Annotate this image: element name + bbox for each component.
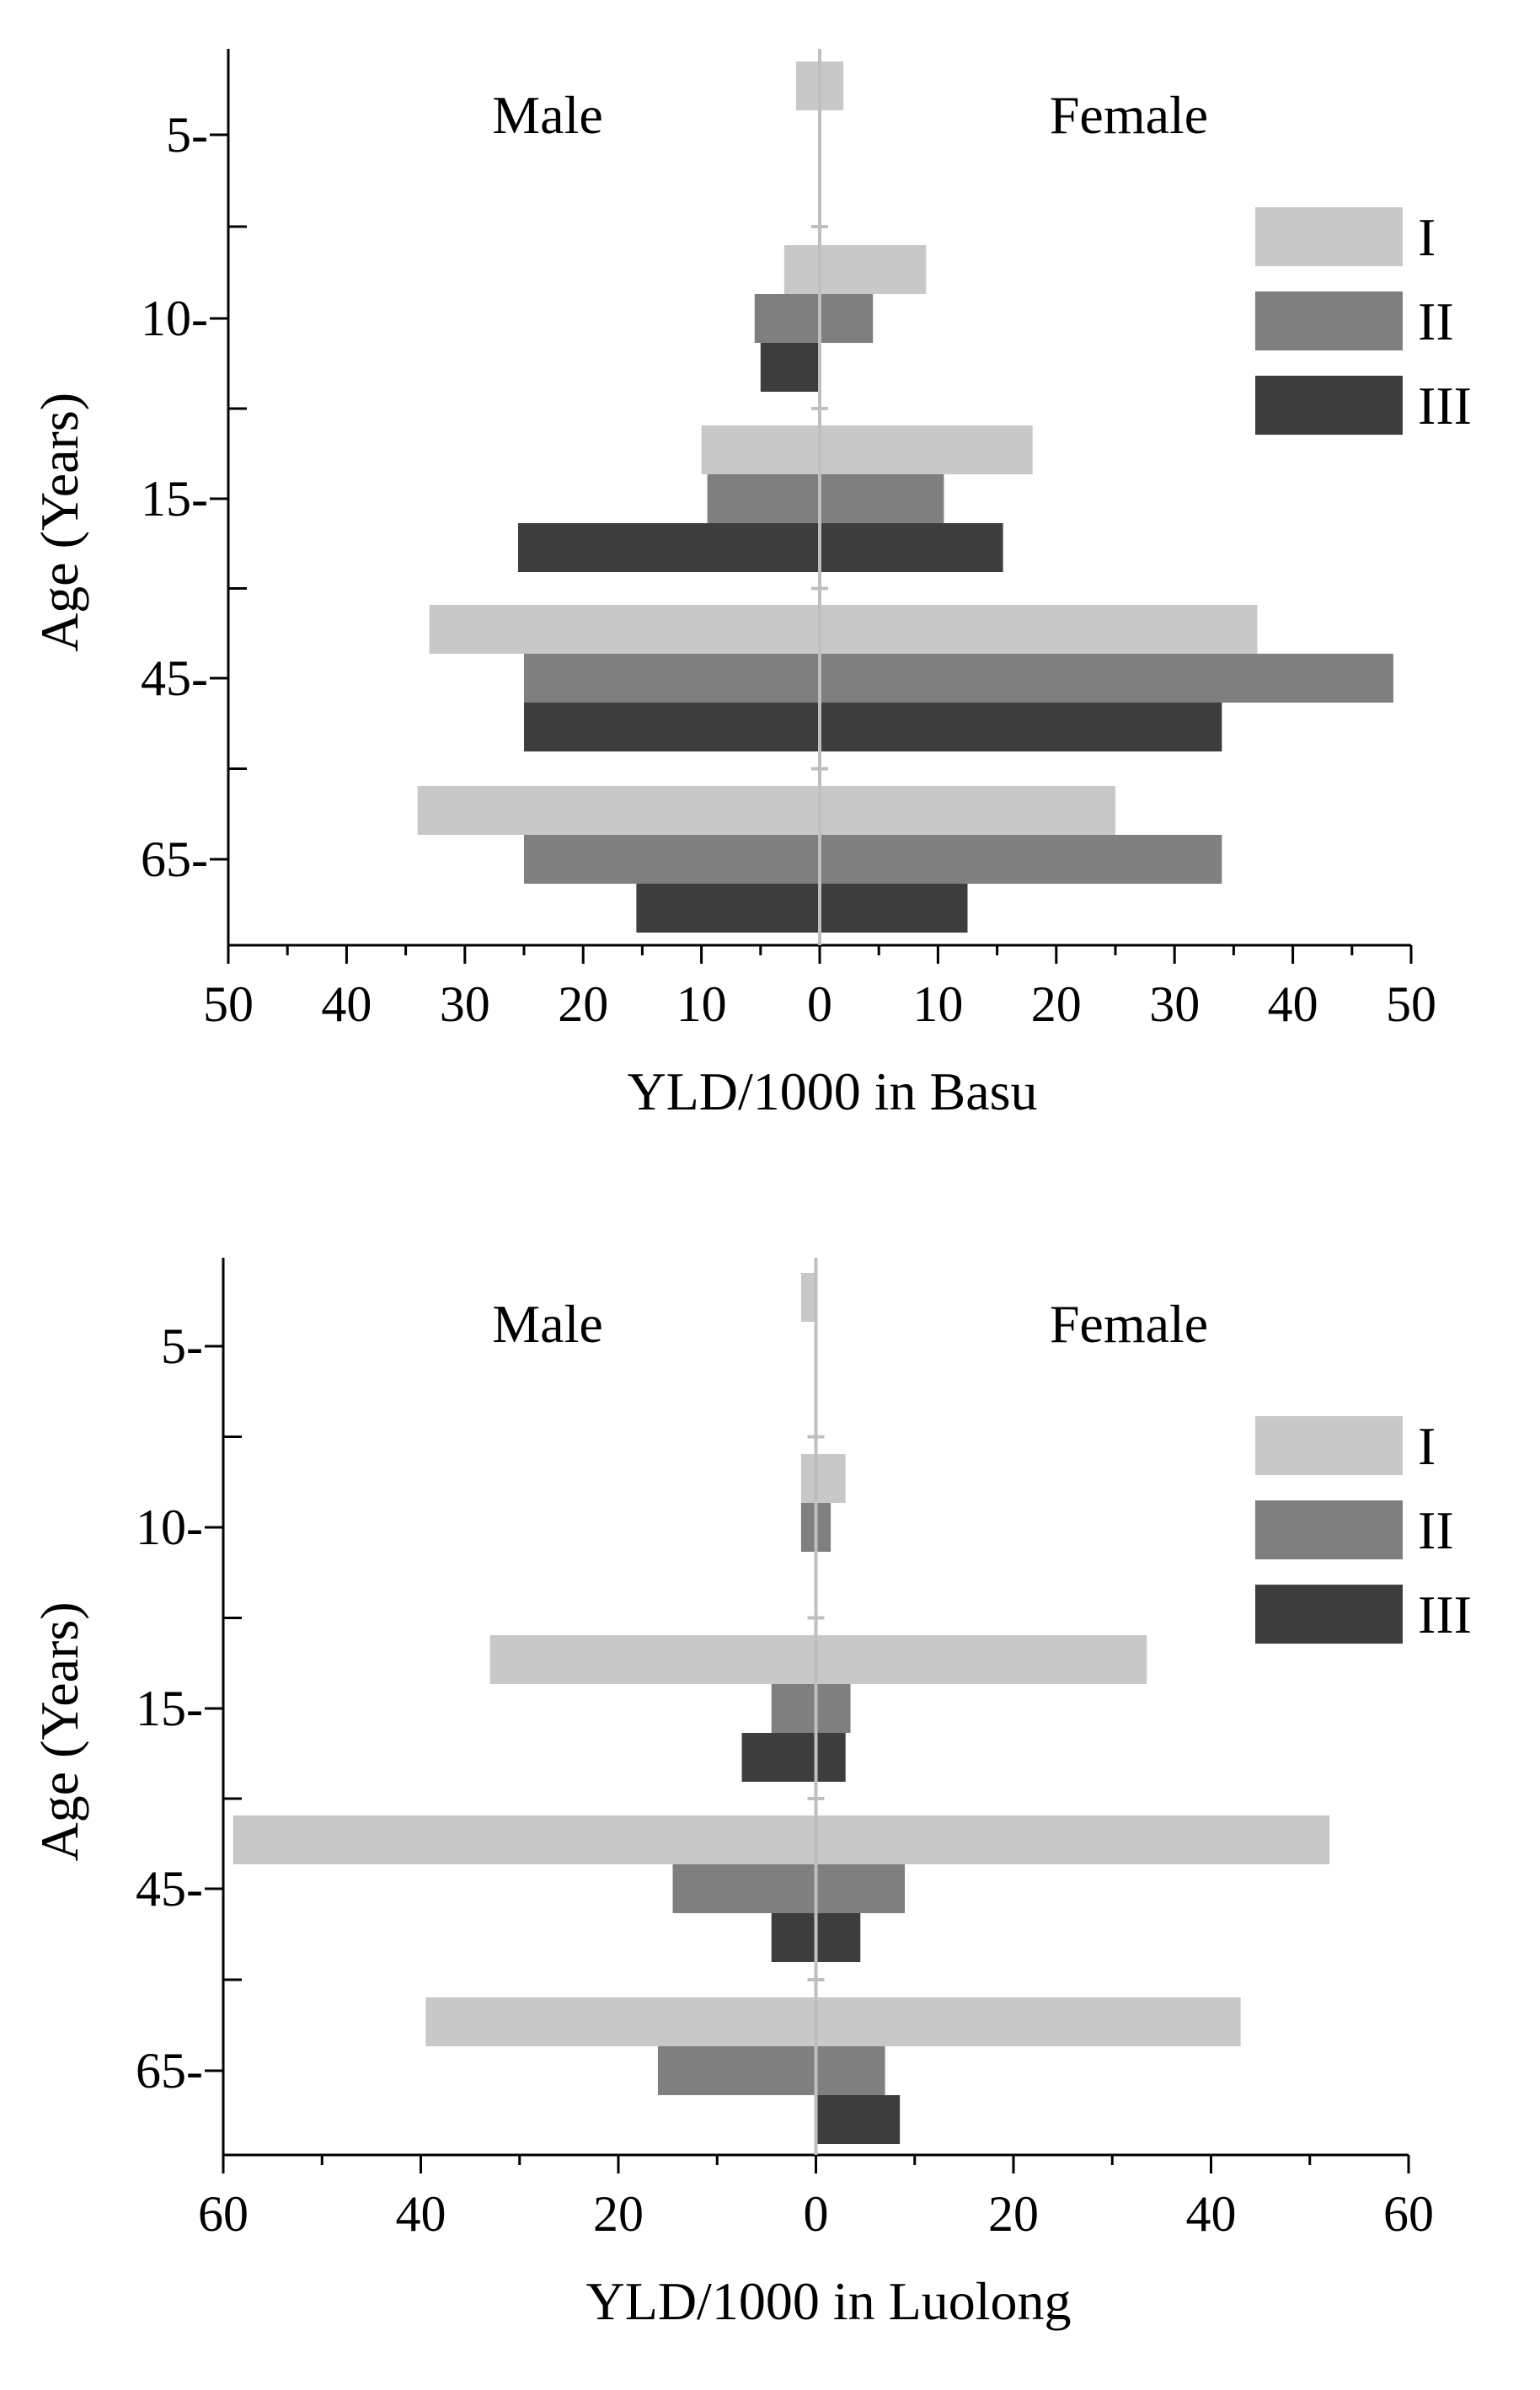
bar-male-II-65- (657, 2046, 816, 2095)
bar-female-II-45- (820, 654, 1393, 703)
legend-swatch-II (1255, 291, 1403, 350)
x-tick-label: 10 (912, 976, 963, 1032)
x-tick-label: 40 (1268, 976, 1318, 1032)
legend-swatch-I (1255, 207, 1403, 266)
x-tick-label: 0 (804, 2186, 829, 2242)
legend-label: II (1418, 1500, 1454, 1560)
bar-male-I-5- (795, 61, 820, 110)
female-label: Female (1050, 1294, 1208, 1354)
bar-male-III-45- (524, 703, 820, 751)
x-axis-label: YLD/1000 in Basu (627, 1061, 1037, 1121)
bar-male-III-65- (636, 884, 820, 933)
bar-male-II-45- (672, 1864, 816, 1913)
bar-female-III-45- (820, 703, 1222, 751)
bar-female-III-15- (815, 1733, 846, 1782)
x-tick-label: 20 (988, 2186, 1039, 2242)
bar-male-I-5- (800, 1273, 816, 1322)
x-tick-label: 20 (1031, 976, 1082, 1032)
chart-panel-2: 5- 10- 15- 45- 65- 60 40 20 0 20 40 60 YLD/1000 in L… (29, 1258, 1472, 2331)
bar-female-II-15- (815, 1684, 851, 1733)
bar-male-I-65- (425, 1997, 816, 2046)
bar-male-III-15- (517, 523, 820, 572)
legend-label: I (1418, 207, 1436, 267)
bar-female-I-45- (820, 605, 1258, 654)
y-tick-label: 15- (136, 1681, 203, 1736)
bar-male-I-45- (233, 1815, 816, 1864)
y-tick-label: 5- (166, 107, 208, 163)
bar-female-II-45- (815, 1864, 906, 1913)
x-tick-label: 10 (676, 976, 727, 1032)
legend-label: II (1418, 291, 1454, 351)
x-tick-label: 20 (558, 976, 608, 1032)
bar-male-III-10- (760, 343, 820, 392)
x-tick-label: 0 (807, 976, 832, 1032)
bar-female-I-65- (820, 786, 1115, 835)
bar-female-II-15- (820, 474, 944, 523)
y-tick-label: 10- (136, 1500, 203, 1555)
y-axis-label: Age (Years) (29, 393, 89, 652)
bar-female-I-15- (820, 425, 1033, 474)
bar-female-III-65- (820, 884, 968, 933)
legend-swatch-III (1255, 1585, 1403, 1644)
bar-male-II-65- (524, 835, 820, 884)
y-tick-label: 10- (141, 291, 208, 346)
x-axis-label: YLD/1000 in Luolong (586, 2271, 1072, 2331)
male-label: Male (492, 85, 603, 145)
legend-swatch-III (1255, 376, 1403, 435)
bar-female-II-10- (815, 1503, 831, 1552)
x-tick-label: 40 (321, 976, 372, 1032)
bar-male-I-10- (783, 245, 820, 294)
y-tick-label: 65- (141, 831, 208, 887)
female-label: Female (1050, 85, 1208, 145)
x-tick-label: 60 (1383, 2186, 1434, 2242)
x-tick-label: 40 (396, 2186, 446, 2242)
x-tick-label: 30 (1149, 976, 1200, 1032)
bar-male-I-15- (701, 425, 820, 474)
bar-male-III-15- (741, 1733, 816, 1782)
bar-female-I-15- (815, 1635, 1147, 1684)
legend-label: III (1418, 376, 1472, 436)
x-tick-label: 60 (198, 2186, 249, 2242)
bar-female-III-45- (815, 1913, 861, 1962)
x-tick-label: 40 (1186, 2186, 1237, 2242)
bar-male-III-45- (771, 1913, 816, 1962)
x-tick-label: 20 (593, 2186, 644, 2242)
male-label: Male (492, 1294, 603, 1354)
bar-female-III-65- (815, 2095, 901, 2144)
chart-panel-1: 5- 10- 15- 45- 65- 50 40 30 20 10 0 10 20 30 40 50 YLD/1… (29, 49, 1472, 1121)
y-tick-label: 15- (141, 471, 208, 527)
bar-female-I-10- (820, 245, 927, 294)
legend-label: I (1418, 1416, 1436, 1476)
bar-male-I-10- (800, 1454, 816, 1503)
legend-swatch-I (1255, 1416, 1403, 1475)
bar-female-I-10- (815, 1454, 846, 1503)
bar-male-II-10- (754, 294, 820, 343)
bar-male-II-15- (771, 1684, 816, 1733)
bar-male-I-45- (429, 605, 820, 654)
bar-female-I-45- (815, 1815, 1330, 1864)
bar-male-I-65- (417, 786, 820, 835)
bar-male-I-15- (489, 1635, 816, 1684)
x-tick-label: 50 (203, 976, 254, 1032)
bar-female-III-15- (820, 523, 1003, 572)
bar-female-II-10- (820, 294, 874, 343)
y-axis-label: Age (Years) (29, 1601, 89, 1861)
y-tick-label: 5- (161, 1318, 203, 1374)
bar-male-II-15- (707, 474, 820, 523)
y-tick-label: 45- (141, 650, 208, 706)
legend-label: III (1418, 1585, 1472, 1644)
bar-female-I-65- (815, 1997, 1241, 2046)
bar-male-II-10- (800, 1503, 816, 1552)
x-tick-label: 50 (1386, 976, 1436, 1032)
bar-female-I-5- (820, 61, 844, 110)
bar-male-II-45- (524, 654, 820, 703)
y-tick-label: 65- (136, 2043, 203, 2099)
legend-swatch-II (1255, 1500, 1403, 1559)
y-tick-label: 45- (136, 1861, 203, 1917)
bar-female-II-65- (815, 2046, 885, 2095)
bar-female-II-65- (820, 835, 1222, 884)
x-tick-label: 30 (440, 976, 490, 1032)
